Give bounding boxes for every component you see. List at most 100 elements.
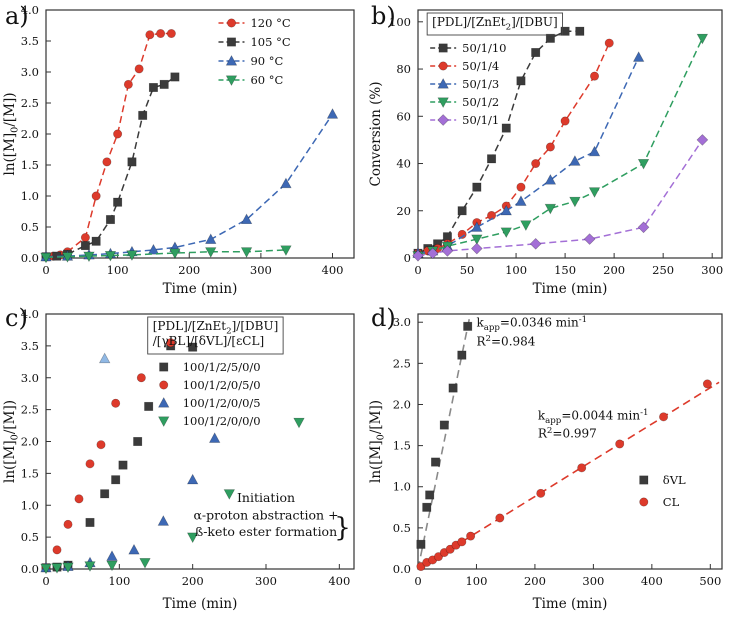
data-point-diamond	[426, 247, 439, 260]
data-point-square	[85, 517, 95, 527]
series-100-1-2-0-0-5	[40, 432, 221, 573]
y-tick-label: 2.0	[393, 397, 411, 411]
legend-label: 60 °C	[250, 73, 283, 87]
legend-label: 50/1/4	[462, 59, 499, 73]
data-point-circle	[639, 497, 649, 507]
y-tick-label: 1.5	[21, 466, 39, 480]
y-tick-label: 1.0	[21, 498, 39, 512]
data-point-triangle-up	[225, 54, 238, 66]
data-point-circle	[96, 440, 106, 450]
data-point-circle	[659, 412, 669, 422]
y-tick-label: 2.5	[21, 96, 39, 110]
data-point-triangle-up	[158, 396, 170, 408]
legend-title: [PDL]/[ZnEt2]/[DBU]	[153, 319, 279, 337]
x-axis: 0 100 200 300 400	[42, 564, 350, 588]
data-point-triangle-down	[139, 558, 151, 569]
data-point-circle	[166, 29, 176, 39]
data-point-circle	[74, 494, 84, 504]
chart-d: 0 100 200 300 400 500 0.0 0.5 1.0 1.5 2.0 2.5 3.0 Tim…	[368, 313, 723, 612]
data-point-circle	[226, 18, 236, 28]
data-point-square	[159, 362, 169, 372]
legend-label: δVL	[663, 473, 686, 487]
data-point-triangle-down	[186, 532, 199, 544]
y-tick-label: 3.5	[21, 34, 39, 48]
x-tick-label: 0	[414, 263, 421, 277]
data-point-diamond	[437, 114, 449, 126]
data-point-circle	[416, 562, 426, 572]
data-point-square	[127, 157, 137, 167]
data-point-circle	[80, 233, 90, 243]
annotation: Initiation	[237, 490, 295, 505]
data-point-circle	[457, 229, 467, 239]
data-point-circle	[156, 29, 166, 39]
series-50-1-2	[412, 33, 709, 262]
data-point-square	[425, 490, 435, 500]
data-point-square	[516, 76, 526, 86]
series-line	[417, 42, 610, 255]
legend-label: 100/1/2/0/0/5	[183, 396, 261, 410]
data-point-triangle-down	[84, 561, 96, 572]
x-tick-label: 100	[108, 574, 130, 588]
x-tick-label: 300	[250, 263, 272, 277]
legend-title: /[γBL]/[δVL]/[εCL]	[153, 334, 264, 348]
y-tick-label: 2.0	[21, 435, 39, 449]
legend-label: 100/1/2/5/0/0	[183, 360, 261, 374]
data-point-triangle-down	[280, 245, 292, 256]
x-tick-label: 500	[699, 574, 721, 588]
annotation: }	[334, 513, 351, 543]
y-tick-label: 2.5	[393, 356, 411, 370]
data-point-triangle-up	[186, 473, 199, 485]
y-tick-label: 3.5	[21, 339, 39, 353]
series-100-1-2-0-0-0	[40, 417, 305, 575]
series-105-C	[41, 72, 180, 262]
data-point-square	[133, 437, 143, 447]
data-point-square	[91, 236, 101, 246]
x-tick-label: 250	[652, 263, 674, 277]
y-tick-label: 40	[396, 157, 411, 171]
x-tick-label: 300	[582, 574, 604, 588]
data-point-triangle-down	[104, 251, 117, 262]
x-tick-label: 0	[414, 574, 421, 588]
series-120-C	[41, 29, 176, 262]
panel-c: c) 0 100 200 300 400 0.0 0.5 1.0 1.5 2.0 2.5 3.0 3.5…	[0, 302, 366, 617]
plot-frame	[45, 9, 355, 259]
y-tick-label: 3.0	[21, 371, 39, 385]
y-tick-label: 4.0	[21, 307, 39, 321]
data-point-square	[416, 539, 426, 549]
data-point-square	[560, 26, 570, 36]
data-point-diamond	[583, 233, 596, 245]
data-point-circle	[123, 79, 133, 89]
data-point-square	[159, 79, 169, 89]
legend-label: CL	[663, 495, 680, 509]
legend-label: 105 °C	[250, 35, 290, 49]
data-point-square	[113, 197, 123, 207]
x-axis: 0 50 100 150 200 250 300	[414, 253, 723, 277]
data-point-triangle-up	[106, 550, 118, 561]
annotation: R2=0.997	[538, 426, 597, 441]
data-point-square	[448, 383, 458, 393]
x-tick-label: 0	[42, 263, 49, 277]
y-axis-label: ln([M]0/[M])	[2, 400, 21, 483]
y-tick-label: 2.0	[21, 127, 39, 141]
legend-label: 50/1/10	[462, 41, 506, 55]
series-line	[45, 249, 286, 259]
data-point-triangle-down	[240, 247, 253, 258]
data-point-circle	[438, 61, 448, 71]
data-point-triangle-down	[696, 33, 709, 45]
x-axis: 0 100 200 300 400	[42, 253, 343, 277]
y-axis: 0 20 40 60 80 100	[389, 15, 423, 265]
x-axis-label: Time (min)	[533, 281, 608, 297]
data-point-triangle-down	[40, 563, 52, 575]
annotation: kapp=0.0044 min-1	[538, 408, 649, 426]
data-point-triangle-down	[569, 196, 581, 208]
data-point-triangle-up	[157, 515, 170, 526]
data-point-triangle-up	[128, 543, 140, 555]
annotation: α-proton abstraction +	[193, 507, 338, 522]
data-point-square	[639, 475, 649, 485]
data-point-circle	[577, 463, 587, 473]
data-point-square	[501, 123, 511, 133]
legend-label: 50/1/1	[462, 113, 499, 127]
y-tick-label: 0.0	[21, 562, 39, 576]
panel-d: d) 0 100 200 300 400 500 0.0 0.5 1.0 1.5 2.0 2.5 3.0…	[366, 302, 736, 617]
data-point-circle	[85, 459, 95, 469]
